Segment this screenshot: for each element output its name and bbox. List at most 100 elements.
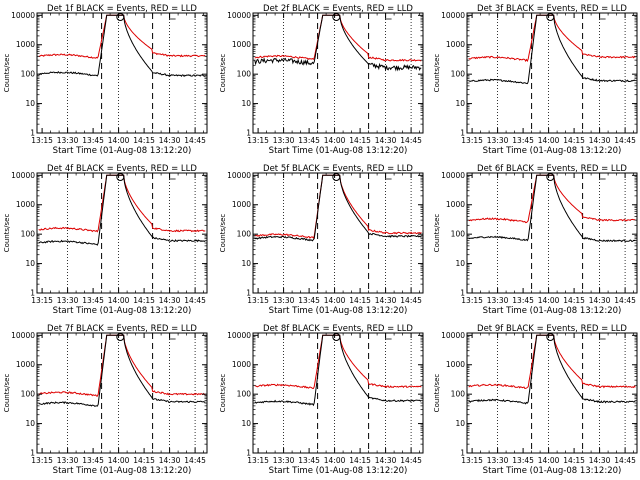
lld-series-line xyxy=(468,14,636,63)
events-series-line xyxy=(38,174,206,246)
x-axis-label: Start Time (01-Aug-08 13:12:20) xyxy=(53,466,192,476)
y-tick-label: 10 xyxy=(241,419,251,428)
y-tick-label: 1000 xyxy=(446,360,465,369)
events-series-line xyxy=(468,14,636,85)
events-series-line xyxy=(254,334,422,407)
x-tick-label: 13:15 xyxy=(247,296,269,305)
events-series-line xyxy=(468,334,636,405)
y-tick-label: 1 xyxy=(30,449,35,458)
detector-panel: Det 3f BLACK = Events, RED = LLD 1 10 100 10… xyxy=(433,4,638,156)
x-tick-label: 14:30 xyxy=(375,136,397,145)
x-tick-label: 13:30 xyxy=(487,136,509,145)
x-tick-label: 14:15 xyxy=(349,456,371,465)
x-tick-label: 13:45 xyxy=(82,456,104,465)
y-tick-label: 10 xyxy=(455,99,465,108)
y-tick-label: 1 xyxy=(460,129,465,138)
x-tick-label: 13:30 xyxy=(273,456,295,465)
panel-title: Det 3f BLACK = Events, RED = LLD xyxy=(477,4,627,14)
x-axis-label: Start Time (01-Aug-08 13:12:20) xyxy=(269,146,408,156)
x-tick-label: 13:45 xyxy=(82,136,104,145)
y-tick-label: 1000 xyxy=(232,200,251,209)
y-tick-label: 100 xyxy=(451,230,466,239)
x-tick-label: 14:00 xyxy=(108,136,130,145)
attenuator-circle-marker xyxy=(546,173,555,181)
detector-panel: Det 8f BLACK = Events, RED = LLD 1 10 100 10… xyxy=(219,324,424,476)
lld-series-line xyxy=(254,174,422,239)
x-tick-label: 14:45 xyxy=(614,136,636,145)
x-tick-label: 13:30 xyxy=(57,136,79,145)
plot-frame xyxy=(252,172,424,294)
y-axis-label: Counts/sec xyxy=(3,374,11,413)
x-tick-label: 14:45 xyxy=(400,296,422,305)
y-axis-label: Counts/sec xyxy=(433,54,441,93)
detector-panel: Det 9f BLACK = Events, RED = LLD 1 10 100 10… xyxy=(433,324,638,476)
y-axis-label: Counts/sec xyxy=(219,54,227,93)
x-tick-label: 14:30 xyxy=(589,296,611,305)
x-tick-label: 14:15 xyxy=(563,296,585,305)
plot-frame xyxy=(36,332,208,454)
attenuator-circle-marker xyxy=(116,13,125,21)
plot-frame xyxy=(36,172,208,294)
y-tick-label: 10000 xyxy=(11,171,35,180)
panel-title: Det 7f BLACK = Events, RED = LLD xyxy=(47,324,197,334)
x-axis-label: Start Time (01-Aug-08 13:12:20) xyxy=(53,306,192,316)
x-tick-label: 13:15 xyxy=(247,136,269,145)
x-tick-label: 13:45 xyxy=(298,136,320,145)
detector-panel: Det 4f BLACK = Events, RED = LLD 1 10 100 10… xyxy=(3,164,208,316)
attenuator-circle-marker xyxy=(116,333,125,341)
y-axis-label: Counts/sec xyxy=(3,214,11,253)
lld-series-line xyxy=(38,14,206,59)
x-tick-label: 13:30 xyxy=(57,456,79,465)
y-axis-label: Counts/sec xyxy=(3,54,11,93)
y-tick-label: 10000 xyxy=(227,171,251,180)
panel-title: Det 8f BLACK = Events, RED = LLD xyxy=(263,324,413,334)
x-tick-label: 13:45 xyxy=(512,456,534,465)
x-tick-label: 14:15 xyxy=(563,456,585,465)
y-tick-label: 1 xyxy=(246,289,251,298)
x-tick-label: 13:45 xyxy=(512,296,534,305)
x-tick-label: 14:00 xyxy=(538,136,560,145)
x-tick-label: 14:45 xyxy=(400,456,422,465)
panel-title: Det 9f BLACK = Events, RED = LLD xyxy=(477,324,627,334)
x-tick-label: 14:00 xyxy=(538,296,560,305)
y-tick-label: 100 xyxy=(21,390,36,399)
attenuator-circle-marker xyxy=(116,173,125,181)
x-tick-label: 13:30 xyxy=(487,456,509,465)
lld-series-line xyxy=(254,334,422,390)
x-tick-label: 14:45 xyxy=(400,136,422,145)
x-tick-label: 13:15 xyxy=(461,296,483,305)
x-tick-label: 13:15 xyxy=(461,136,483,145)
x-tick-label: 14:15 xyxy=(133,136,155,145)
attenuator-circle-marker xyxy=(546,13,555,21)
x-tick-label: 14:30 xyxy=(159,456,181,465)
x-tick-label: 14:30 xyxy=(375,296,397,305)
x-tick-label: 13:45 xyxy=(298,296,320,305)
x-tick-label: 13:15 xyxy=(31,136,53,145)
x-tick-label: 14:45 xyxy=(184,456,206,465)
y-tick-label: 10 xyxy=(455,419,465,428)
x-axis-label: Start Time (01-Aug-08 13:12:20) xyxy=(483,306,622,316)
y-tick-label: 100 xyxy=(21,70,36,79)
y-tick-label: 100 xyxy=(451,390,466,399)
y-tick-label: 10000 xyxy=(441,171,465,180)
attenuator-circle-marker xyxy=(332,13,341,21)
y-tick-label: 1000 xyxy=(16,200,35,209)
detector-panel: Det 1f BLACK = Events, RED = LLD 1 10 100 10… xyxy=(3,4,208,156)
y-tick-label: 1 xyxy=(460,449,465,458)
events-series-line xyxy=(254,14,422,72)
x-tick-label: 13:45 xyxy=(82,296,104,305)
x-tick-label: 14:00 xyxy=(108,456,130,465)
y-tick-label: 10000 xyxy=(227,331,251,340)
lld-series-line xyxy=(468,334,636,390)
x-tick-label: 14:15 xyxy=(349,296,371,305)
plot-frame xyxy=(466,332,638,454)
y-tick-label: 10000 xyxy=(227,11,251,20)
x-tick-label: 14:30 xyxy=(589,136,611,145)
panel-title: Det 6f BLACK = Events, RED = LLD xyxy=(477,164,627,174)
x-tick-label: 14:30 xyxy=(589,456,611,465)
y-tick-label: 10 xyxy=(241,259,251,268)
y-tick-label: 10 xyxy=(25,259,35,268)
y-tick-label: 10 xyxy=(25,419,35,428)
y-tick-label: 10000 xyxy=(441,331,465,340)
